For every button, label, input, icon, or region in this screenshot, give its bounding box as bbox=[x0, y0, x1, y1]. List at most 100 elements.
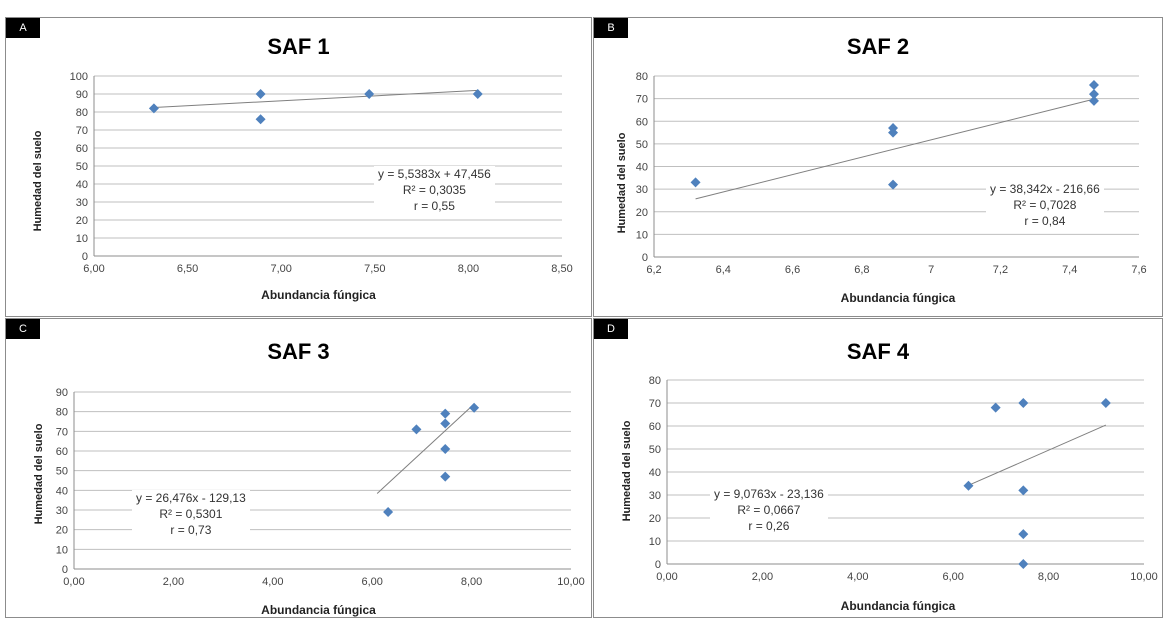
y-tick-label: 70 bbox=[636, 94, 648, 106]
chart-panel-a: A SAF 1 0 10 20 30 40 50 60 70 80 90 100 6,00 6,50 7,… bbox=[5, 17, 592, 317]
data-point bbox=[364, 89, 375, 99]
x-tick-label: 7,4 bbox=[1062, 264, 1077, 276]
y-tick-label: 10 bbox=[76, 233, 88, 245]
y-tick-label: 50 bbox=[56, 466, 68, 478]
plot-area: 0 10 20 30 40 50 60 70 80 90 100 6,00 6,50 7,00 7,50 8,… bbox=[70, 71, 573, 275]
x-tick-label: 10,00 bbox=[557, 576, 585, 588]
chart-title: SAF 1 bbox=[267, 34, 330, 59]
chart-title: SAF 4 bbox=[846, 339, 910, 364]
y-axis-label: Humedad del suelo bbox=[33, 423, 45, 525]
chart-title: SAF 3 bbox=[267, 339, 330, 364]
panel-label: A bbox=[6, 18, 40, 38]
y-tick-label: 90 bbox=[56, 387, 68, 399]
x-tick-label: 7 bbox=[928, 264, 934, 276]
y-tick-label: 60 bbox=[636, 116, 648, 128]
x-tick-label: 6,00 bbox=[83, 263, 104, 275]
x-tick-label: 7,50 bbox=[364, 263, 385, 275]
r-line: r = 0,73 bbox=[170, 523, 212, 537]
plot-area: 0 10 20 30 40 50 60 70 80 6,2 6,4 6,6 6,8 7 7,2 7,4 7,6 bbox=[636, 71, 1147, 276]
trendline bbox=[153, 89, 478, 108]
data-point bbox=[1088, 80, 1099, 91]
panel-label: D bbox=[594, 319, 628, 339]
x-axis-label: Abundancia fúngica bbox=[840, 291, 956, 305]
x-axis-label: Abundancia fúngica bbox=[261, 603, 376, 617]
trendline bbox=[376, 405, 472, 494]
panel-label: B bbox=[594, 18, 628, 38]
r-squared-line: R² = 0,0667 bbox=[737, 503, 801, 517]
plot-area: 0 10 20 30 40 50 60 70 80 90 0,00 2,00 4,00 6,00 8,00 1… bbox=[56, 387, 585, 588]
y-tick-label: 80 bbox=[76, 107, 88, 119]
equation-line: y = 38,342x - 216,66 bbox=[990, 182, 1100, 196]
data-point bbox=[255, 114, 266, 125]
data-point bbox=[1088, 95, 1099, 106]
y-tick-label: 0 bbox=[62, 564, 68, 576]
r-line: r = 0,84 bbox=[1024, 214, 1066, 228]
data-point bbox=[888, 179, 899, 190]
data-point bbox=[383, 506, 394, 517]
equation-line: y = 9,0763x - 23,136 bbox=[714, 487, 824, 501]
y-axis-label: Humedad del suelo bbox=[32, 130, 44, 232]
chart-panel-d: D SAF 4 0 10 20 30 40 50 60 70 80 0,00 2,00 4,00 6,0… bbox=[593, 318, 1163, 618]
x-tick-label: 2,00 bbox=[752, 571, 773, 583]
data-point bbox=[1018, 559, 1029, 569]
y-tick-label: 20 bbox=[636, 207, 648, 219]
y-tick-label: 30 bbox=[76, 197, 88, 209]
y-tick-label: 40 bbox=[56, 485, 68, 497]
trendline bbox=[695, 98, 1095, 200]
x-tick-label: 6,8 bbox=[854, 264, 869, 276]
equation-line: y = 5,5383x + 47,456 bbox=[378, 167, 491, 181]
x-tick-label: 7,2 bbox=[993, 264, 1008, 276]
x-tick-label: 0,00 bbox=[656, 571, 677, 583]
r-squared-line: R² = 0,5301 bbox=[159, 507, 223, 521]
y-tick-label: 30 bbox=[636, 184, 648, 196]
data-point bbox=[440, 408, 451, 419]
y-tick-label: 30 bbox=[649, 490, 661, 502]
y-tick-label: 60 bbox=[649, 421, 661, 433]
x-tick-label: 8,50 bbox=[551, 263, 572, 275]
regression-equation-box: y = 5,5383x + 47,456 R² = 0,3035 r = 0,5… bbox=[374, 166, 495, 214]
x-tick-label: 0,00 bbox=[63, 576, 84, 588]
plot-area: 0 10 20 30 40 50 60 70 80 0,00 2,00 4,00 6,00 8,00 10,… bbox=[649, 375, 1158, 583]
x-tick-label: 6,2 bbox=[646, 264, 661, 276]
y-axis-label: Humedad del suelo bbox=[616, 132, 628, 234]
chart-panel-b: B SAF 2 0 10 20 30 40 50 60 70 80 6,2 6,4 6,6 6,8 7 7,… bbox=[593, 17, 1163, 317]
data-point bbox=[1100, 398, 1111, 408]
y-tick-label: 0 bbox=[642, 252, 648, 264]
r-squared-line: R² = 0,3035 bbox=[402, 183, 466, 197]
x-tick-label: 7,00 bbox=[270, 263, 291, 275]
y-tick-label: 10 bbox=[56, 544, 68, 556]
data-point bbox=[690, 177, 701, 188]
y-tick-label: 50 bbox=[76, 161, 88, 173]
r-line: r = 0,55 bbox=[413, 199, 455, 213]
panel-label: C bbox=[6, 319, 40, 339]
y-tick-label: 10 bbox=[636, 229, 648, 241]
data-point bbox=[440, 444, 451, 455]
x-tick-label: 10,00 bbox=[1130, 571, 1158, 583]
regression-equation-box: y = 26,476x - 129,13 R² = 0,5301 r = 0,7… bbox=[132, 490, 250, 538]
y-tick-label: 40 bbox=[76, 179, 88, 191]
x-axis-label: Abundancia fúngica bbox=[261, 288, 376, 302]
y-tick-label: 30 bbox=[56, 505, 68, 517]
x-tick-label: 8,00 bbox=[458, 263, 479, 275]
chart-panel-c: C SAF 3 0 10 20 30 40 50 60 70 80 90 0,00 2,00 4,00 6… bbox=[5, 318, 592, 618]
data-point bbox=[1018, 485, 1029, 496]
x-tick-label: 6,4 bbox=[716, 264, 731, 276]
y-tick-label: 20 bbox=[649, 513, 661, 525]
y-tick-label: 50 bbox=[649, 444, 661, 456]
y-tick-label: 0 bbox=[82, 251, 88, 263]
x-tick-label: 6,6 bbox=[785, 264, 800, 276]
data-point bbox=[469, 402, 480, 413]
y-tick-label: 80 bbox=[649, 375, 661, 387]
y-tick-label: 50 bbox=[636, 139, 648, 151]
y-tick-label: 40 bbox=[636, 162, 648, 174]
regression-equation-box: y = 9,0763x - 23,136 R² = 0,0667 r = 0,2… bbox=[710, 486, 828, 534]
y-tick-label: 10 bbox=[649, 536, 661, 548]
x-tick-label: 8,00 bbox=[461, 576, 482, 588]
data-point bbox=[411, 424, 422, 435]
y-tick-label: 70 bbox=[56, 426, 68, 438]
y-tick-label: 20 bbox=[56, 525, 68, 537]
data-point bbox=[990, 402, 1001, 413]
data-point bbox=[888, 127, 899, 138]
y-tick-label: 70 bbox=[76, 125, 88, 137]
x-tick-label: 4,00 bbox=[847, 571, 868, 583]
